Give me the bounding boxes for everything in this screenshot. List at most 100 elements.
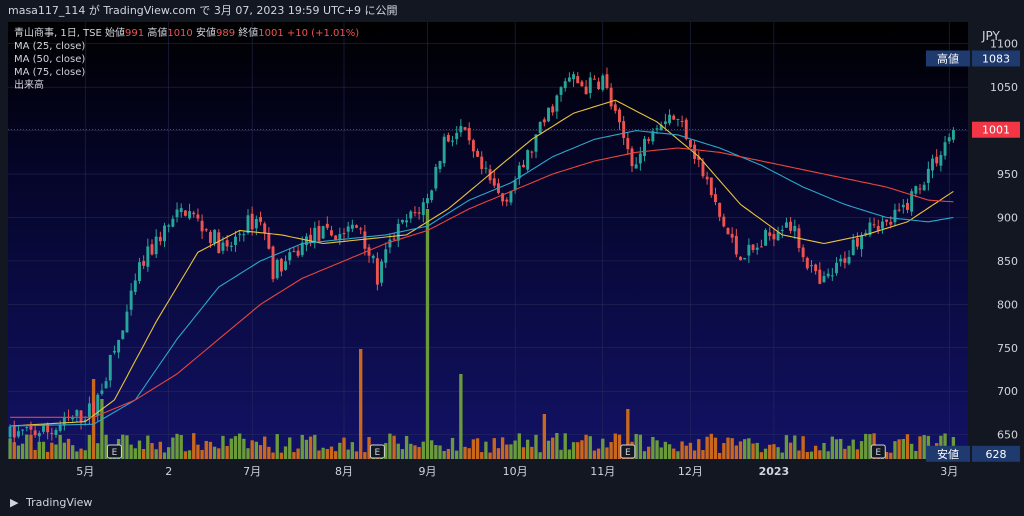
candle-body xyxy=(346,226,350,232)
candle-body xyxy=(538,121,542,134)
candle-body xyxy=(254,218,258,229)
volume-bar xyxy=(463,446,467,459)
volume-bar xyxy=(179,435,183,459)
candle-body xyxy=(505,199,509,202)
volume-bar xyxy=(555,433,559,459)
candle-body xyxy=(467,127,471,141)
volume-bar xyxy=(263,436,267,459)
candle-body xyxy=(547,107,550,122)
legend-symbol[interactable]: 青山商事, 1日, TSE xyxy=(14,28,102,39)
earnings-marker-label: E xyxy=(112,448,118,458)
legend-volume[interactable]: 出来高 xyxy=(14,80,44,91)
volume-bar xyxy=(346,449,350,459)
volume-bar xyxy=(183,451,188,459)
earnings-marker-box[interactable] xyxy=(870,444,886,459)
last-price-text: 1001 xyxy=(982,124,1010,137)
candle-body xyxy=(179,208,183,213)
volume-bar xyxy=(884,452,889,459)
volume-bar xyxy=(659,447,663,459)
volume-bar xyxy=(834,439,839,459)
price-tick-label: 1100 xyxy=(990,38,1018,51)
volume-bar xyxy=(271,452,275,459)
candle-body xyxy=(217,232,221,253)
candle-body xyxy=(208,232,212,243)
candle-body xyxy=(805,257,809,269)
volume-bars xyxy=(8,209,956,459)
candle-body xyxy=(321,226,325,239)
volume-bar xyxy=(617,434,622,459)
candle-body xyxy=(576,76,580,84)
candle-body xyxy=(430,190,434,200)
volume-bar xyxy=(809,451,814,459)
volume-bar xyxy=(509,444,513,459)
volume-bar xyxy=(16,445,21,459)
volume-bar xyxy=(204,440,208,459)
candle-body xyxy=(526,150,530,170)
candle-body xyxy=(609,87,613,107)
candle-body xyxy=(342,232,346,235)
legend-low-label: 安値 xyxy=(195,28,216,39)
candle-body xyxy=(851,239,855,255)
volume-bar xyxy=(676,451,680,459)
legend-ma25[interactable]: MA (25, close) xyxy=(14,41,86,52)
time-axis[interactable]: 5月 2 7月 8月 9月 10月 11月 12月 2023 3月 xyxy=(76,465,958,478)
candle-body xyxy=(242,234,246,236)
candle-body xyxy=(814,264,818,272)
tradingview-logo-icon[interactable]: ▶ xyxy=(10,496,19,509)
volume-bar xyxy=(601,438,605,459)
tradingview-brand[interactable]: TradingView xyxy=(25,496,93,509)
time-tick-label: 5月 xyxy=(76,465,94,478)
volume-bar xyxy=(542,414,547,459)
volume-bar xyxy=(429,440,434,459)
candle-body xyxy=(730,233,734,238)
candle-body xyxy=(317,225,321,241)
candle-body xyxy=(175,209,179,218)
earnings-marker-box[interactable] xyxy=(620,444,636,459)
volume-bar xyxy=(350,442,355,459)
candle-body xyxy=(826,273,830,277)
candle-body xyxy=(104,381,108,389)
volume-bar xyxy=(521,447,526,459)
candle-body xyxy=(839,258,843,262)
legend-close-value: 1001 xyxy=(258,28,284,39)
candle-body xyxy=(885,219,889,222)
volume-bar xyxy=(333,451,338,459)
earnings-marker-box[interactable] xyxy=(106,444,122,459)
volume-bar xyxy=(192,433,196,459)
volume-bar xyxy=(133,448,137,459)
candle-body xyxy=(75,410,79,417)
candle-body xyxy=(304,236,308,246)
volume-bar xyxy=(705,436,709,459)
volume-bar xyxy=(897,439,901,459)
volume-bar xyxy=(421,441,425,459)
candle-body xyxy=(822,276,826,283)
candle-body xyxy=(605,74,609,89)
candle-body xyxy=(893,209,897,223)
volume-bar xyxy=(492,438,496,459)
earnings-marker-box[interactable] xyxy=(369,444,385,459)
volume-bar xyxy=(680,441,684,459)
candle-body xyxy=(83,419,87,422)
candle-body xyxy=(259,217,262,222)
volume-bar xyxy=(484,441,488,459)
candle-body xyxy=(413,212,417,214)
volume-bar xyxy=(308,436,313,459)
volume-bar xyxy=(734,445,739,459)
time-tick-label: 9月 xyxy=(418,465,436,478)
candle-body xyxy=(426,198,429,204)
legend-ma50[interactable]: MA (50, close) xyxy=(14,54,86,65)
volume-bar xyxy=(66,438,71,459)
candle-body xyxy=(634,164,638,169)
candle-body xyxy=(388,239,392,248)
candle-body xyxy=(183,210,187,216)
candle-body xyxy=(463,127,467,130)
candle-body xyxy=(267,233,271,249)
volume-bar xyxy=(246,448,250,459)
volume-bar xyxy=(576,442,580,459)
time-axis-background xyxy=(8,459,968,490)
volume-bar xyxy=(538,452,542,459)
legend-ma75[interactable]: MA (75, close) xyxy=(14,67,86,78)
volume-bar xyxy=(768,444,772,459)
